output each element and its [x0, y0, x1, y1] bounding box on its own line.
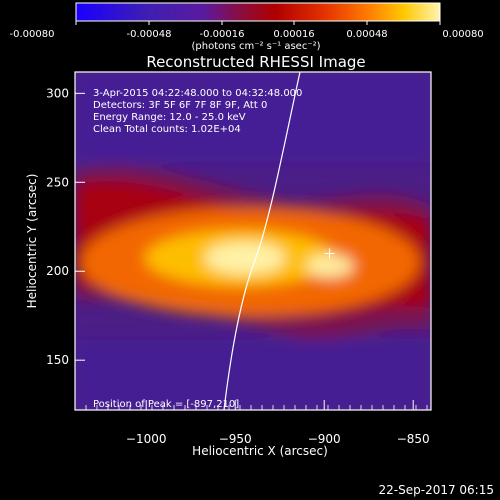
y-axis-label: Heliocentric Y (arcsec) — [25, 174, 39, 309]
footer-timestamp: 22-Sep-2017 06:15 — [379, 483, 494, 497]
plot-frame — [74, 71, 432, 411]
hx-emission-secondary-hotspot — [306, 254, 354, 278]
minor-ticks — [74, 405, 428, 410]
colorbar: -0.00080 -0.00048 -0.00016 0.00016 0.000… — [10, 2, 484, 52]
x-axis-ticks: −1000 −950 −900 −850 — [126, 400, 430, 446]
colorbar-tick-label: 0.00080 — [442, 29, 483, 40]
y-tick-label: 300 — [46, 86, 69, 100]
observation-info: 3-Apr-2015 04:22:48.000 to 04:32:48.000 … — [93, 88, 302, 135]
x-axis-label: Heliocentric X (arcsec) — [192, 444, 328, 458]
flux-map — [75, 72, 431, 410]
colorbar-tick-label: 0.00048 — [346, 29, 387, 40]
x-tick-label: −900 — [308, 432, 341, 446]
colorbar-tick-marks — [75, 21, 441, 25]
peak-marker — [324, 248, 335, 259]
energy-range-info: Energy Range: 12.0 - 25.0 keV — [93, 112, 246, 123]
colorbar-tick-label: -0.00048 — [127, 29, 172, 40]
image-panel — [75, 72, 431, 410]
peak-layer — [324, 248, 335, 259]
peak-position-label: Position of Peak = [-897,210] — [93, 399, 239, 410]
plot-title: Reconstructed RHESSI Image — [146, 53, 365, 71]
colorbar-gradient — [75, 2, 441, 22]
x-tick-label: −850 — [397, 432, 430, 446]
y-tick-label: 200 — [46, 264, 69, 278]
solar-limb-curve — [223, 72, 301, 410]
colorbar-tick-label: -0.00016 — [200, 29, 245, 40]
y-tick-label: 150 — [46, 353, 69, 367]
negative-flux-region — [75, 72, 431, 162]
clean-total-counts-info: Clean Total counts: 1.02E+04 — [93, 124, 241, 135]
y-axis-ticks: 150 200 250 300 — [46, 86, 85, 367]
detectors-info: Detectors: 3F 5F 6F 7F 8F 9F, Att 0 — [93, 100, 267, 111]
colorbar-tick-label: -0.00080 — [10, 29, 55, 40]
x-tick-label: −950 — [219, 432, 252, 446]
negative-flux-region-lower — [75, 340, 431, 410]
colorbar-tick-label: 0.00016 — [273, 29, 314, 40]
colorbar-tick-labels: -0.00080 -0.00048 -0.00016 0.00016 0.000… — [10, 29, 484, 40]
x-tick-label: −1000 — [126, 432, 167, 446]
y-tick-label: 250 — [46, 175, 69, 189]
hx-emission-hotspot — [205, 242, 285, 274]
observation-time-range: 3-Apr-2015 04:22:48.000 to 04:32:48.000 — [93, 88, 302, 99]
colorbar-units-label: (photons cm⁻² s⁻¹ asec⁻²) — [191, 41, 320, 52]
